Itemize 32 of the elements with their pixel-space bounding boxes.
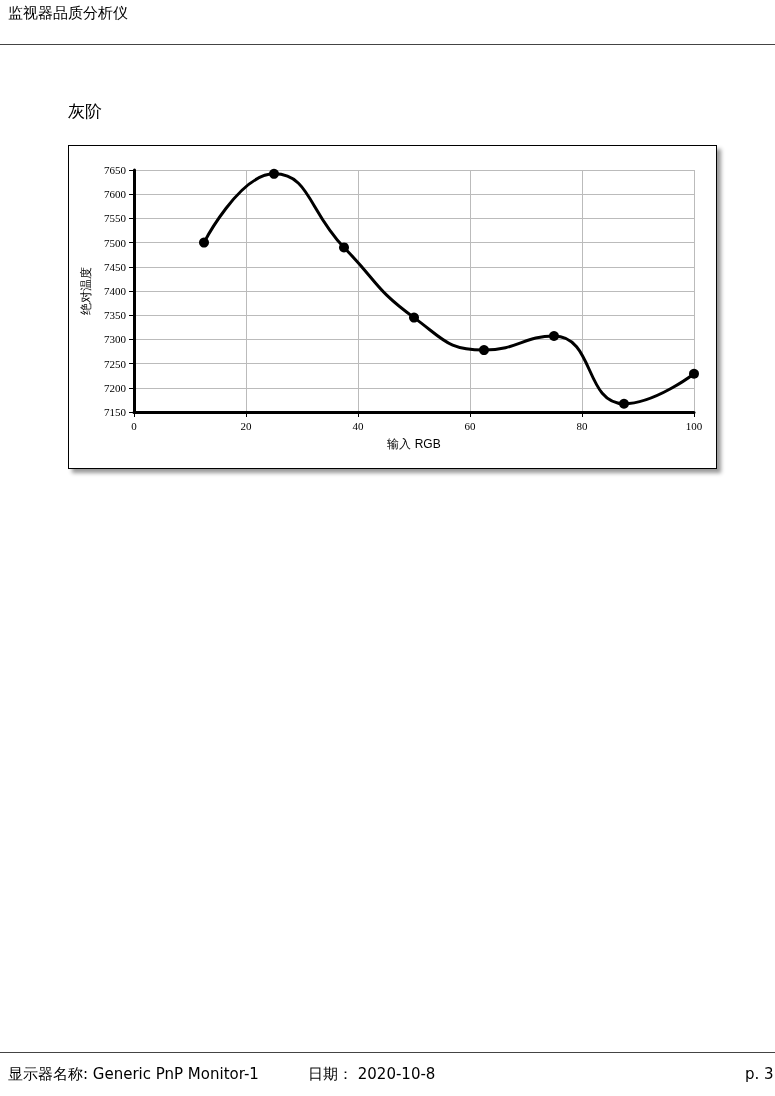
y-tick-label: 7500 [104, 236, 127, 249]
y-tick-label: 7300 [104, 333, 127, 346]
text: 日期： 2020-10-8 [308, 1065, 436, 1084]
y-tick-label: 7400 [104, 285, 127, 297]
point [199, 237, 209, 248]
y-tick-label: 7650 [104, 164, 127, 176]
y-tick-label: 7600 [104, 188, 127, 201]
x-tick-label: 40 [352, 419, 364, 432]
x-tick-label: 60 [464, 419, 476, 432]
y-tick-label: 7550 [104, 212, 127, 225]
x-tick-label: 100 [685, 419, 703, 432]
x-tick-label: 0 [131, 419, 138, 432]
y-tick-label: 7150 [104, 406, 127, 418]
x-axis-title: 输入 RGB [387, 437, 441, 451]
chart-title: 灰阶 [68, 100, 102, 123]
text: 监视器品质分析仪 [8, 4, 128, 23]
text: p. 3 [745, 1065, 774, 1083]
y-tick-label: 7450 [104, 260, 127, 273]
y-tick-label: 7250 [104, 357, 127, 370]
point [549, 331, 559, 342]
point [339, 242, 349, 253]
y-axis-title: 绝对温度 [79, 267, 93, 315]
point [269, 168, 279, 179]
text: 显示器名称: Generic PnP Monitor-1 [8, 1065, 259, 1084]
y-tick-label: 7350 [104, 309, 127, 322]
point [689, 368, 699, 379]
y-tick-label: 7200 [104, 381, 127, 394]
point [619, 398, 629, 409]
x-tick-label: 80 [576, 419, 588, 432]
point [479, 345, 489, 356]
point [409, 312, 419, 323]
x-tick-label: 20 [240, 419, 252, 432]
